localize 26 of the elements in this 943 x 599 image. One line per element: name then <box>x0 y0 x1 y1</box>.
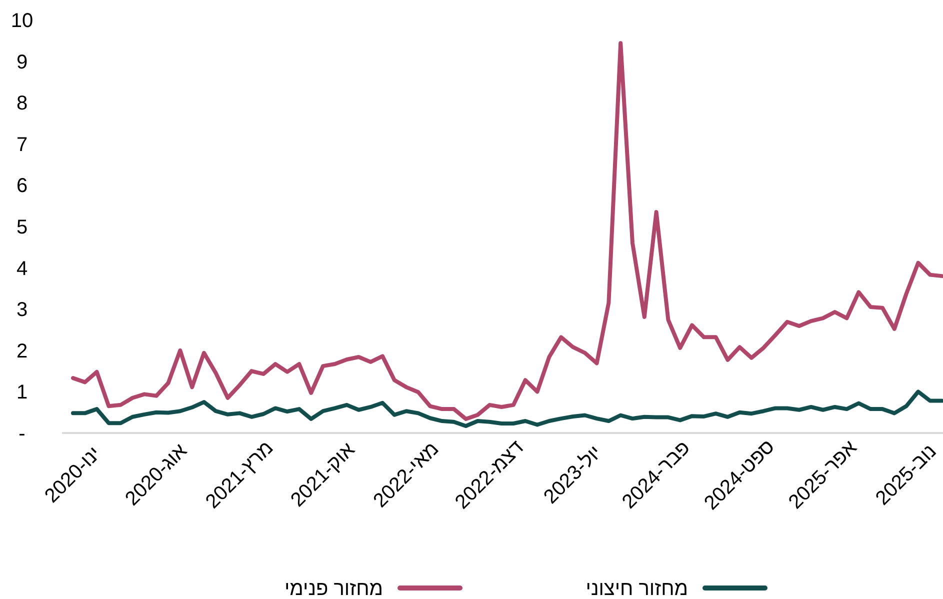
x-tick-label: פבר-2024 <box>618 436 694 514</box>
x-tick-label: אפר-2025 <box>784 436 862 514</box>
y-tick-label: 6 <box>16 175 28 198</box>
x-tick-label: דצמ-2022 <box>451 436 528 514</box>
legend-label: מחזור חיצוני <box>586 578 688 599</box>
line-series <box>71 390 943 428</box>
x-tick-label: אוק-2021 <box>286 438 360 512</box>
y-tick-label: 1 <box>16 382 28 404</box>
y-tick-label: 4 <box>16 258 28 280</box>
y-tick-label: 10 <box>10 10 34 32</box>
line-series <box>71 41 943 421</box>
y-tick-label: 3 <box>16 299 28 322</box>
y-tick-label: 9 <box>16 51 28 74</box>
y-tick-label: 2 <box>16 340 28 362</box>
x-tick-label: מרץ-2021 <box>202 436 278 514</box>
legend-label: מחזור פנימי <box>284 578 383 599</box>
x-tick-label: יול-2023 <box>540 442 606 508</box>
y-tick-label: - <box>18 423 26 445</box>
y-tick-label: 7 <box>16 134 28 156</box>
x-tick-label: אוג-2020 <box>121 440 192 510</box>
x-tick-label: מאי-2022 <box>369 438 444 512</box>
x-tick-label: נוב-2025 <box>872 440 941 510</box>
y-tick-label: 5 <box>16 216 28 238</box>
x-tick-label: ינו-2020 <box>40 442 106 508</box>
x-tick-label: ספט-2024 <box>700 436 779 514</box>
y-tick-label: 8 <box>16 92 28 115</box>
